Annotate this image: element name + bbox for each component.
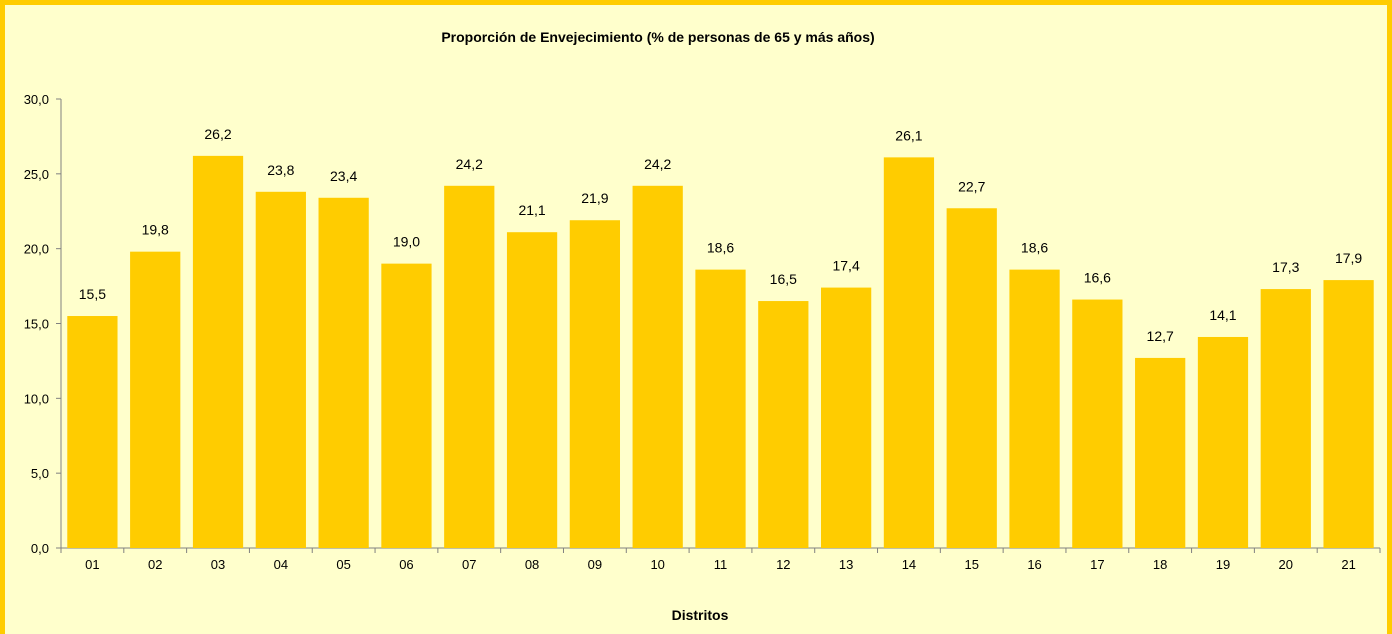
data-label-10: 24,2 <box>644 156 671 172</box>
data-label-15: 22,7 <box>958 178 985 194</box>
bar-16 <box>1009 269 1060 548</box>
bar-01 <box>67 316 118 548</box>
y-tick-label: 10,0 <box>24 391 49 406</box>
data-label-20: 17,3 <box>1272 259 1299 275</box>
y-axis: 0,0 5,0 10,0 15,0 20,0 25,0 30,0 <box>24 92 62 556</box>
x-tick-label: 01 <box>85 557 99 572</box>
x-tick-label: 21 <box>1341 557 1355 572</box>
data-label-13: 17,4 <box>832 258 859 274</box>
data-label-09: 21,9 <box>581 190 608 206</box>
chart-title: Proporción de Envejecimiento (% de perso… <box>441 29 874 45</box>
y-tick-label: 0,0 <box>31 541 49 556</box>
data-label-08: 21,1 <box>518 202 545 218</box>
x-tick-label: 11 <box>714 557 728 572</box>
data-label-18: 12,7 <box>1147 328 1174 344</box>
x-tick-label: 17 <box>1090 557 1104 572</box>
data-label-06: 19,0 <box>393 234 420 250</box>
x-tick-label: 04 <box>274 557 288 572</box>
y-tick-label: 25,0 <box>24 167 49 182</box>
bar-09 <box>569 220 621 549</box>
x-tick-label: 13 <box>839 557 853 572</box>
x-tick-label: 06 <box>399 557 413 572</box>
y-tick-label: 15,0 <box>24 317 49 332</box>
data-label-19: 14,1 <box>1209 307 1236 323</box>
bar-12 <box>758 301 809 548</box>
bar-08 <box>506 232 558 548</box>
data-label-17: 16,6 <box>1084 270 1111 286</box>
x-tick-label: 12 <box>776 557 790 572</box>
bars <box>67 155 1374 549</box>
x-tick-label: 08 <box>525 557 539 572</box>
data-label-21: 17,9 <box>1335 250 1362 266</box>
bar-07 <box>444 185 495 548</box>
bar-03 <box>192 155 244 548</box>
y-tick-label: 20,0 <box>24 242 49 257</box>
bar-11 <box>695 269 746 548</box>
data-label-05: 23,4 <box>330 168 357 184</box>
data-label-01: 15,5 <box>79 286 106 302</box>
data-label-03: 26,2 <box>204 126 231 142</box>
x-tick-label: 18 <box>1153 557 1167 572</box>
x-axis: 01 02 03 04 05 06 07 08 09 10 11 12 13 14 15 16 17 18 19 20… <box>60 547 1381 572</box>
bar-21 <box>1323 280 1374 548</box>
data-label-11: 18,6 <box>707 240 734 256</box>
x-tick-label: 19 <box>1216 557 1230 572</box>
bar-05 <box>318 197 369 548</box>
bar-10 <box>632 185 683 548</box>
x-tick-label: 09 <box>588 557 602 572</box>
data-label-14: 26,1 <box>895 127 922 143</box>
data-label-07: 24,2 <box>456 156 483 172</box>
bar-15 <box>946 208 997 549</box>
x-tick-label: 05 <box>336 557 350 572</box>
data-label-02: 19,8 <box>142 222 169 238</box>
x-tick-label: 20 <box>1279 557 1293 572</box>
bar-04 <box>255 191 306 548</box>
x-tick-label: 02 <box>148 557 162 572</box>
bar-06 <box>381 263 432 548</box>
x-tick-label: 16 <box>1027 557 1041 572</box>
bar-02 <box>130 251 181 548</box>
data-label-04: 23,8 <box>267 162 294 178</box>
x-tick-label: 07 <box>462 557 476 572</box>
bar-14 <box>883 157 935 548</box>
bar-17 <box>1072 299 1123 548</box>
x-tick-label: 10 <box>650 557 664 572</box>
data-label-12: 16,5 <box>770 271 797 287</box>
bar-18 <box>1135 357 1186 548</box>
bar-19 <box>1197 336 1249 548</box>
y-tick-label: 5,0 <box>31 466 49 481</box>
y-tick-label: 30,0 <box>24 92 49 107</box>
x-axis-label: Distritos <box>672 607 729 623</box>
bar-13 <box>820 287 872 548</box>
x-tick-label: 03 <box>211 557 225 572</box>
bar-20 <box>1260 289 1311 548</box>
data-labels: 15,5 19,8 26,2 23,8 23,4 19,0 24,2 21,1 21,9 24,2… <box>79 126 1363 344</box>
data-label-16: 18,6 <box>1021 240 1048 256</box>
x-tick-label: 14 <box>902 557 916 572</box>
x-tick-label: 15 <box>965 557 979 572</box>
